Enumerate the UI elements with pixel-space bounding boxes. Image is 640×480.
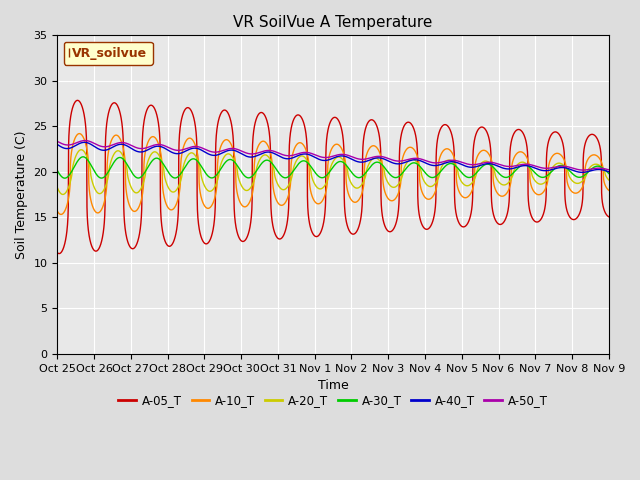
A-50_T [397, 158, 404, 164]
A-05_T [54, 250, 61, 256]
A-10_T [553, 150, 561, 156]
A-50_T [172, 147, 180, 153]
A-30_T [605, 170, 612, 176]
A-10_T [605, 187, 612, 193]
A-20_T [77, 147, 85, 153]
Title: VR SoilVue A Temperature: VR SoilVue A Temperature [234, 15, 433, 30]
A-40_T [397, 161, 404, 167]
A-50_T [553, 164, 561, 169]
A-50_T [605, 167, 612, 173]
A-05_T [397, 135, 404, 141]
Line: A-10_T: A-10_T [58, 133, 609, 215]
A-05_T [172, 231, 180, 237]
Y-axis label: Soil Temperature (C): Soil Temperature (C) [15, 130, 28, 259]
A-05_T [605, 214, 612, 219]
A-05_T [387, 228, 395, 234]
A-10_T [76, 131, 83, 136]
A-20_T [59, 192, 67, 197]
A-30_T [553, 164, 561, 170]
A-40_T [387, 159, 395, 165]
A-05_T [605, 214, 612, 220]
A-05_T [208, 233, 216, 239]
A-10_T [208, 203, 216, 208]
Line: A-50_T: A-50_T [58, 141, 609, 170]
A-40_T [81, 139, 88, 145]
X-axis label: Time: Time [317, 379, 349, 392]
A-05_T [553, 129, 561, 135]
A-30_T [172, 175, 180, 181]
A-20_T [553, 161, 561, 167]
A-50_T [54, 139, 61, 144]
A-50_T [579, 167, 587, 173]
A-40_T [208, 152, 216, 158]
Legend: A-05_T, A-10_T, A-20_T, A-30_T, A-40_T, A-50_T: A-05_T, A-10_T, A-20_T, A-30_T, A-40_T, … [114, 389, 552, 411]
A-40_T [578, 169, 586, 175]
A-10_T [397, 180, 404, 185]
A-30_T [387, 173, 395, 179]
A-05_T [74, 97, 81, 103]
A-50_T [81, 138, 89, 144]
A-20_T [605, 177, 612, 183]
A-10_T [605, 188, 612, 193]
A-20_T [397, 178, 404, 183]
A-50_T [208, 149, 216, 155]
A-50_T [605, 167, 612, 173]
Line: A-30_T: A-30_T [58, 157, 609, 178]
Line: A-05_T: A-05_T [58, 100, 609, 253]
A-30_T [397, 172, 404, 178]
A-30_T [605, 170, 612, 176]
A-20_T [172, 188, 180, 193]
A-40_T [605, 169, 612, 175]
A-50_T [387, 156, 395, 162]
A-10_T [54, 208, 61, 214]
A-30_T [79, 154, 87, 160]
A-30_T [54, 168, 61, 173]
Line: A-40_T: A-40_T [58, 142, 609, 172]
A-40_T [553, 166, 561, 171]
A-05_T [55, 251, 63, 256]
A-10_T [57, 212, 65, 217]
A-10_T [172, 203, 180, 208]
A-20_T [54, 185, 61, 191]
A-40_T [172, 151, 180, 156]
A-40_T [54, 142, 61, 147]
A-10_T [387, 198, 395, 204]
A-30_T [208, 175, 216, 181]
A-20_T [208, 188, 216, 193]
A-20_T [605, 177, 612, 183]
Line: A-20_T: A-20_T [58, 150, 609, 194]
A-20_T [387, 183, 395, 189]
A-30_T [61, 175, 68, 181]
A-40_T [605, 169, 612, 175]
